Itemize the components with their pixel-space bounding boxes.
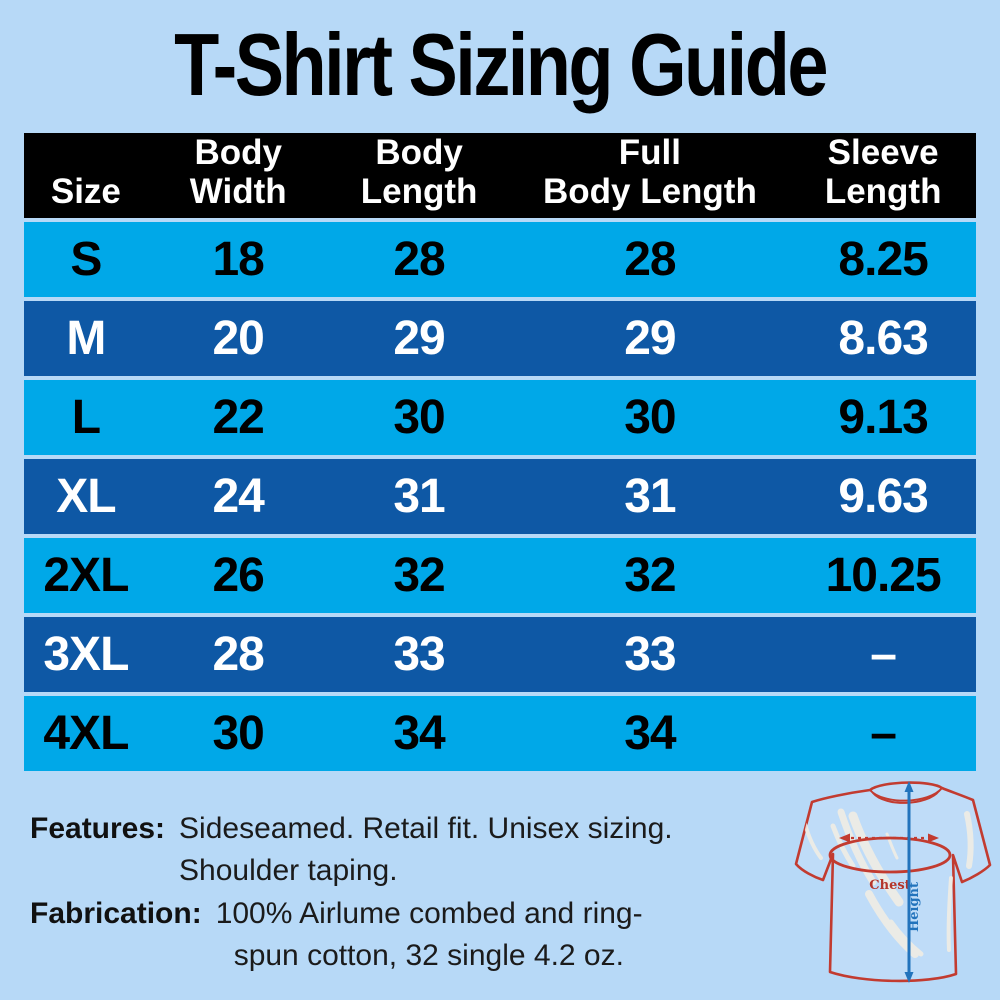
- full-body-length-value: 28: [624, 233, 676, 286]
- sleeve-length-value: 9.63: [838, 470, 928, 523]
- height-arrow: [904, 781, 914, 983]
- fabrication-text: 100% Airlume combed and ring- spun cotto…: [216, 893, 643, 977]
- tshirt-measurement-diagram: Chest Height: [794, 781, 992, 983]
- sleeve-length-value: 8.63: [838, 312, 928, 365]
- table-row-s: S 18 28 28 8.25: [24, 222, 976, 297]
- table-row-xl: XL 24 31 31 9.63: [24, 459, 976, 534]
- body-length-value: 34: [393, 707, 445, 760]
- height-label: Height: [907, 882, 922, 932]
- chest-label: Chest: [869, 878, 910, 893]
- full-body-length-value: 32: [624, 549, 676, 602]
- table-row-4xl: 4XL 30 34 34 –: [24, 696, 976, 771]
- sleeve-length-value: 8.25: [838, 233, 928, 286]
- page-title: T-Shirt Sizing Guide: [174, 15, 828, 114]
- body-length-value: 29: [393, 312, 445, 365]
- full-body-length-value: 30: [624, 391, 676, 444]
- features-text: Sideseamed. Retail fit. Unisex sizing. S…: [179, 808, 673, 892]
- size-value: S: [70, 233, 102, 286]
- tshirt-outline: [794, 781, 992, 983]
- full-body-length-value: 31: [624, 470, 676, 523]
- body-length-value: 30: [393, 391, 445, 444]
- body-width-value: 24: [212, 470, 264, 523]
- column-header-full-body-length: Full Body Length: [542, 132, 757, 211]
- size-value: 3XL: [43, 628, 129, 681]
- size-value: L: [71, 391, 101, 444]
- fabrication-line-1: 100% Airlume combed and ring-: [215, 897, 643, 930]
- body-length-value: 31: [393, 470, 445, 523]
- column-header-size: Size: [50, 171, 121, 211]
- table-row-3xl: 3XL 28 33 33 –: [24, 617, 976, 692]
- body-width-value: 28: [212, 628, 264, 681]
- column-header-sleeve-length: Sleeve Length: [824, 132, 942, 211]
- sleeve-length-value: 9.13: [838, 391, 928, 444]
- table-row-m: M 20 29 29 8.63: [24, 301, 976, 376]
- features-label: Features:: [30, 812, 166, 845]
- features-line-1: Sideseamed. Retail fit. Unisex sizing.: [179, 812, 673, 845]
- body-length-value: 33: [393, 628, 445, 681]
- size-value: 4XL: [43, 707, 129, 760]
- size-value: XL: [56, 470, 116, 523]
- table-row-l: L 22 30 30 9.13: [24, 380, 976, 455]
- fabrication-note: Fabrication: 100% Airlume combed and rin…: [30, 893, 643, 977]
- full-body-length-value: 34: [624, 707, 676, 760]
- features-note: Features: Sideseamed. Retail fit. Unisex…: [30, 808, 673, 892]
- sleeve-length-value: 10.25: [825, 549, 942, 602]
- sleeve-length-value: –: [870, 628, 897, 681]
- column-header-body-length: Body Length: [360, 132, 478, 211]
- body-length-value: 32: [393, 549, 445, 602]
- body-width-value: 20: [212, 312, 264, 365]
- collar: [869, 787, 943, 804]
- body-width-value: 18: [212, 233, 264, 286]
- body-width-value: 26: [212, 549, 264, 602]
- full-body-length-value: 29: [624, 312, 676, 365]
- wrinkle-highlights: [803, 808, 974, 958]
- fabrication-label: Fabrication:: [30, 897, 202, 930]
- body-length-value: 28: [393, 233, 445, 286]
- body-width-value: 22: [212, 391, 264, 444]
- fabrication-line-2: spun cotton, 32 single 4.2 oz.: [233, 939, 624, 972]
- full-body-length-value: 33: [624, 628, 676, 681]
- column-header-body-width: Body Width: [189, 132, 287, 211]
- chest-arrow: [839, 833, 939, 843]
- sizing-table: Size Body Width Body Length Full Body Le…: [24, 133, 976, 771]
- table-header-row: Size Body Width Body Length Full Body Le…: [24, 133, 976, 218]
- size-value: M: [66, 312, 106, 365]
- chest-measure-ellipse: [828, 836, 952, 874]
- size-value: 2XL: [43, 549, 129, 602]
- features-line-2: Shoulder taping.: [179, 854, 398, 887]
- sleeve-length-value: –: [870, 707, 897, 760]
- body-width-value: 30: [212, 707, 264, 760]
- table-row-2xl: 2XL 26 32 32 10.25: [24, 538, 976, 613]
